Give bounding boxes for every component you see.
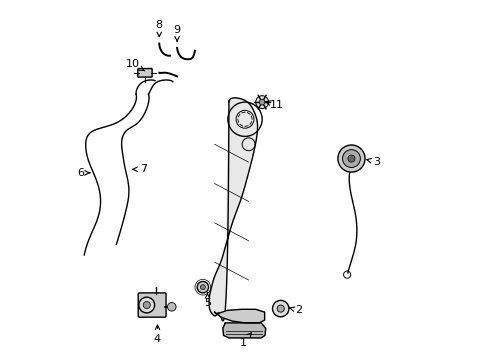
Circle shape — [259, 99, 265, 105]
Circle shape — [277, 305, 284, 312]
Text: 7: 7 — [133, 164, 147, 174]
Circle shape — [168, 302, 176, 311]
Text: 4: 4 — [154, 325, 161, 344]
Circle shape — [197, 282, 209, 293]
Text: 3: 3 — [367, 157, 381, 167]
Text: 8: 8 — [156, 19, 163, 37]
Circle shape — [256, 96, 269, 109]
Circle shape — [343, 150, 360, 167]
Circle shape — [143, 301, 150, 309]
Polygon shape — [215, 309, 265, 323]
Circle shape — [200, 285, 205, 290]
Circle shape — [139, 297, 155, 313]
Circle shape — [272, 300, 289, 317]
FancyBboxPatch shape — [138, 293, 166, 317]
Text: 10: 10 — [125, 59, 145, 71]
Text: 9: 9 — [173, 25, 181, 41]
Text: 1: 1 — [240, 333, 251, 347]
FancyBboxPatch shape — [138, 68, 152, 77]
Circle shape — [348, 155, 355, 162]
Text: 2: 2 — [290, 305, 302, 315]
Circle shape — [338, 145, 365, 172]
Polygon shape — [223, 323, 266, 338]
Text: 11: 11 — [265, 100, 284, 110]
Text: 6: 6 — [77, 168, 90, 178]
Polygon shape — [209, 98, 258, 316]
Text: 5: 5 — [204, 293, 211, 308]
